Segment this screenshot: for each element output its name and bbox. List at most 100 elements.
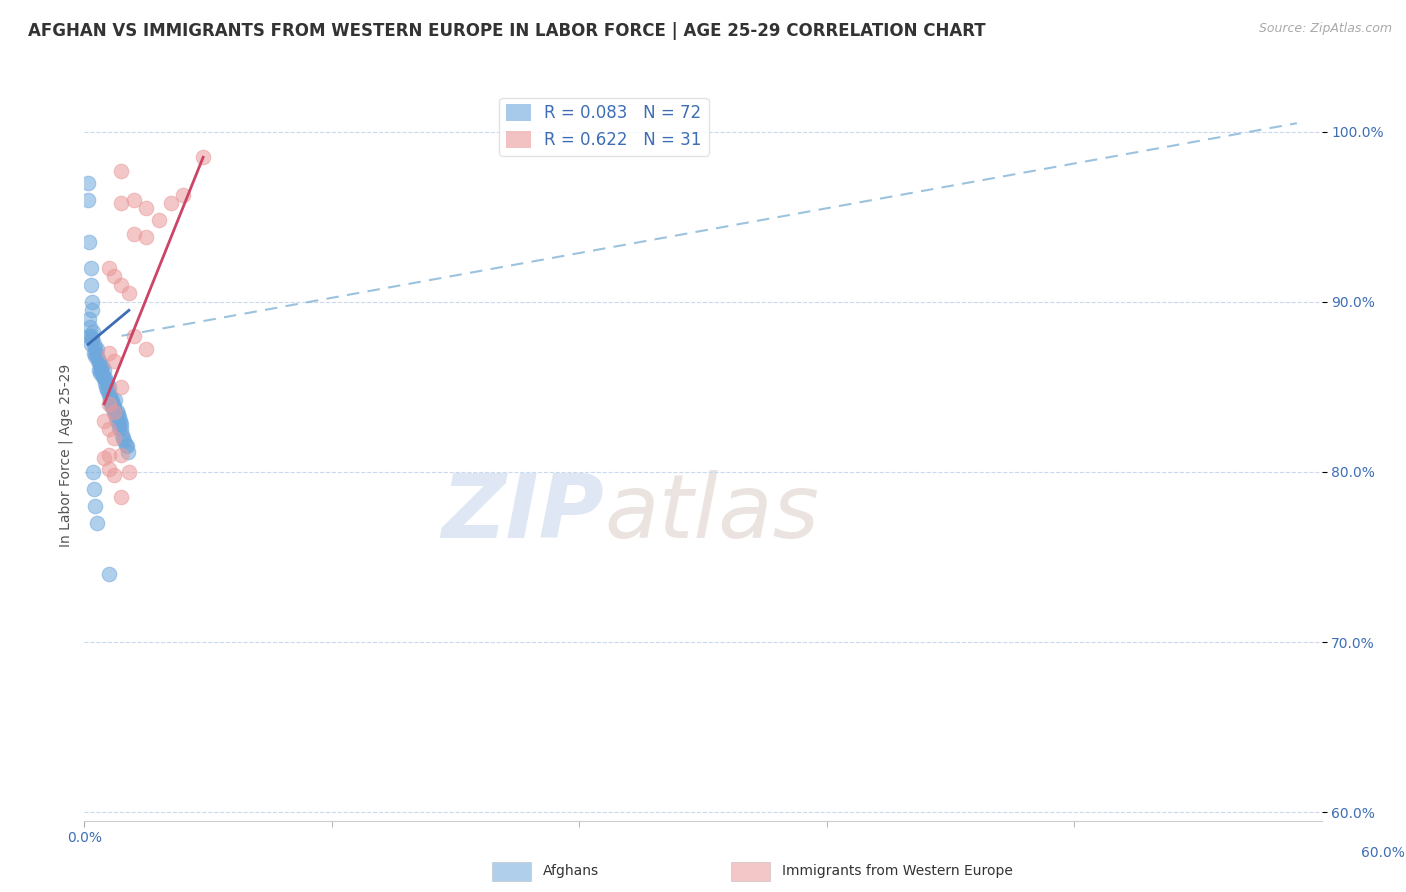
Point: [148, 213, 170, 227]
Point: [90, 363, 112, 377]
Y-axis label: In Labor Force | Age 25-29: In Labor Force | Age 25-29: [59, 363, 73, 547]
Point: [103, 403, 125, 417]
Point: [82, 465, 104, 479]
Point: [110, 380, 132, 394]
Point: [98, 397, 121, 411]
Point: [135, 230, 157, 244]
Point: [105, 414, 128, 428]
Point: [89, 359, 111, 374]
Point: [107, 417, 129, 432]
Point: [91, 369, 114, 384]
Point: [83, 337, 105, 351]
Point: [96, 384, 118, 398]
Point: [79, 235, 101, 250]
Point: [98, 566, 121, 581]
Point: [108, 420, 131, 434]
Point: [110, 164, 132, 178]
Point: [93, 371, 115, 385]
Text: AFGHAN VS IMMIGRANTS FROM WESTERN EUROPE IN LABOR FORCE | AGE 25-29 CORRELATION : AFGHAN VS IMMIGRANTS FROM WESTERN EUROPE…: [28, 22, 986, 40]
Point: [79, 277, 101, 292]
Point: [110, 422, 132, 436]
Point: [111, 427, 134, 442]
Point: [103, 431, 125, 445]
Point: [104, 393, 127, 408]
Point: [103, 354, 125, 368]
Point: [98, 346, 121, 360]
Point: [98, 422, 121, 436]
Point: [84, 349, 107, 363]
Point: [110, 417, 132, 432]
Legend: R = 0.083   N = 72, R = 0.622   N = 31: R = 0.083 N = 72, R = 0.622 N = 31: [499, 97, 709, 155]
Point: [105, 410, 128, 425]
Point: [86, 343, 108, 357]
Text: Source: ZipAtlas.com: Source: ZipAtlas.com: [1258, 22, 1392, 36]
Point: [93, 451, 115, 466]
Point: [79, 329, 101, 343]
Point: [89, 366, 111, 380]
Point: [160, 196, 183, 211]
Point: [103, 468, 125, 483]
Point: [108, 410, 131, 425]
Point: [122, 329, 145, 343]
Point: [100, 393, 122, 408]
Point: [87, 354, 110, 368]
Point: [114, 434, 136, 449]
Point: [84, 346, 107, 360]
Point: [103, 407, 125, 421]
Point: [97, 388, 120, 402]
Point: [135, 201, 157, 215]
Point: [97, 384, 120, 398]
Point: [110, 196, 132, 211]
Point: [110, 491, 132, 505]
Point: [107, 407, 129, 421]
Point: [117, 444, 139, 458]
Point: [91, 366, 114, 380]
Point: [77, 193, 100, 207]
Point: [103, 269, 125, 284]
Point: [98, 380, 121, 394]
Point: [80, 329, 103, 343]
Point: [122, 227, 145, 241]
Point: [94, 371, 117, 385]
Point: [98, 388, 121, 402]
Point: [191, 150, 214, 164]
Point: [115, 438, 138, 452]
Point: [101, 397, 124, 411]
Point: [80, 294, 103, 309]
Point: [83, 482, 105, 496]
Point: [172, 187, 194, 202]
Point: [98, 260, 121, 275]
Point: [115, 439, 138, 453]
Point: [90, 359, 112, 374]
Text: 60.0%: 60.0%: [1361, 846, 1405, 860]
Point: [103, 405, 125, 419]
Point: [82, 332, 104, 346]
Point: [98, 393, 121, 408]
Text: Immigrants from Western Europe: Immigrants from Western Europe: [782, 864, 1012, 879]
Point: [110, 448, 132, 462]
Point: [110, 414, 132, 428]
Point: [118, 286, 141, 301]
Point: [77, 311, 100, 326]
Point: [112, 431, 135, 445]
Point: [96, 376, 118, 391]
Point: [79, 337, 101, 351]
Point: [84, 499, 107, 513]
Text: atlas: atlas: [605, 470, 818, 557]
Point: [93, 376, 115, 391]
Point: [79, 320, 101, 334]
Point: [100, 397, 122, 411]
Point: [93, 363, 115, 377]
Point: [122, 193, 145, 207]
Point: [77, 176, 100, 190]
Point: [98, 461, 121, 475]
Point: [82, 326, 104, 340]
Point: [80, 332, 103, 346]
Point: [80, 303, 103, 318]
Point: [101, 401, 124, 415]
Point: [79, 260, 101, 275]
Point: [105, 403, 128, 417]
Point: [83, 343, 105, 357]
Point: [98, 448, 121, 462]
Point: [110, 277, 132, 292]
